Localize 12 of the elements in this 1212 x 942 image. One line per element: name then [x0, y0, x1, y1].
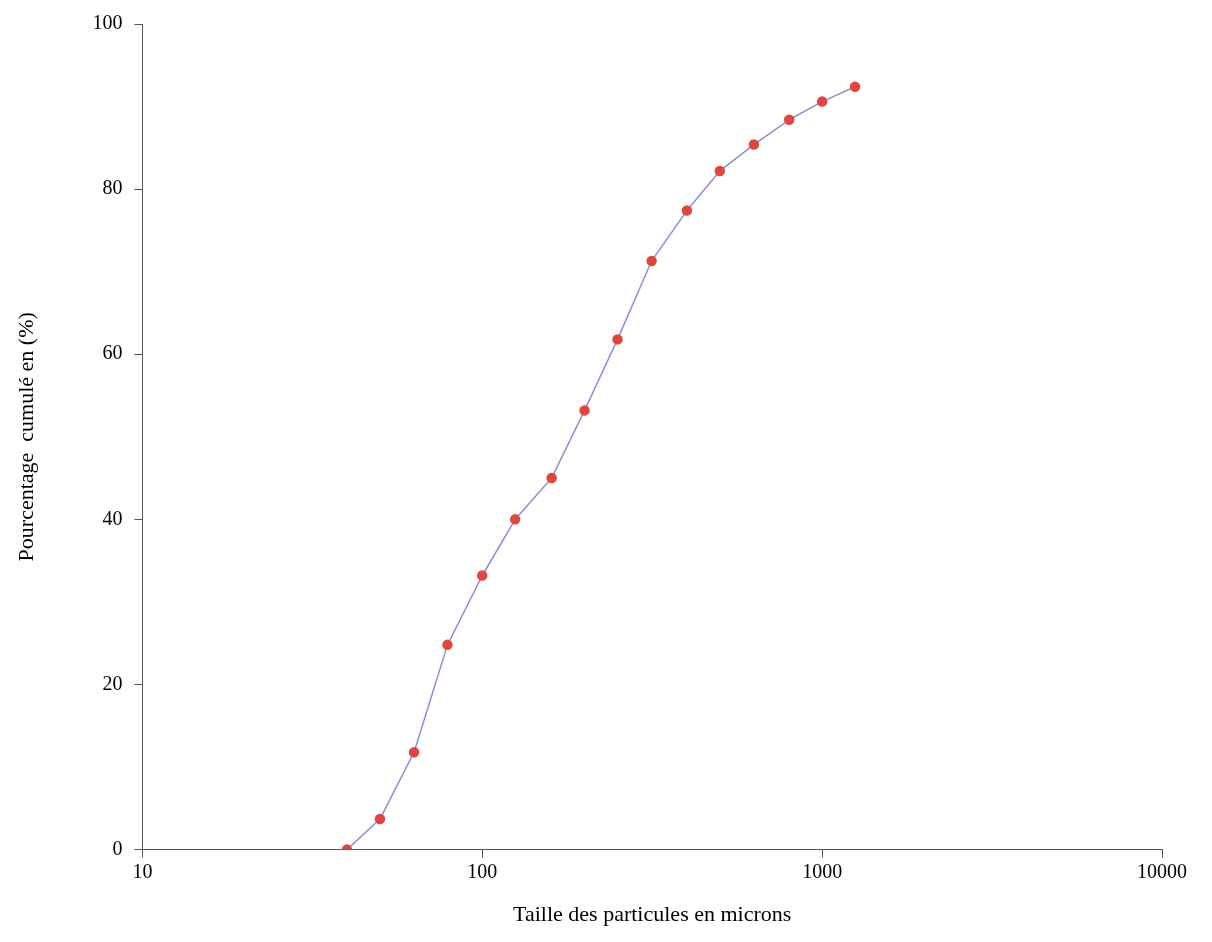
x-axis-title: Taille des particules en microns [513, 900, 792, 926]
x-tick-label: 1000 [802, 859, 843, 882]
y-tick-label: 40 [102, 506, 123, 529]
y-tick-label: 60 [102, 341, 123, 364]
x-tick-label: 100 [467, 859, 498, 882]
x-tick-label: 10 [132, 859, 153, 882]
x-tick-label: 10000 [1137, 859, 1187, 882]
y-tick-label: 20 [102, 671, 123, 694]
y-tick-label: 100 [92, 11, 123, 34]
y-axis-title: Pourcentage cumulé en (%) [12, 312, 38, 562]
y-tick-label: 0 [112, 836, 123, 859]
y-tick-label: 80 [102, 176, 123, 199]
